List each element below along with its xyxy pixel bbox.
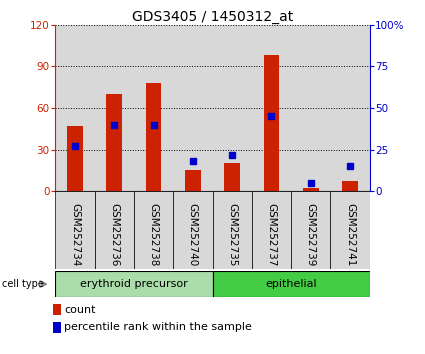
Bar — [291, 25, 330, 191]
Bar — [252, 25, 291, 191]
Bar — [55, 191, 94, 269]
Bar — [173, 25, 212, 191]
Text: GSM252741: GSM252741 — [345, 203, 355, 266]
Bar — [212, 191, 252, 269]
Text: GSM252737: GSM252737 — [266, 203, 277, 266]
Text: GSM252738: GSM252738 — [148, 203, 159, 266]
Text: erythroid precursor: erythroid precursor — [80, 279, 188, 289]
Text: GSM252736: GSM252736 — [109, 203, 119, 266]
Bar — [224, 164, 240, 191]
Bar — [134, 191, 173, 269]
Bar — [330, 25, 370, 191]
Text: cell type: cell type — [2, 279, 44, 289]
Text: percentile rank within the sample: percentile rank within the sample — [64, 322, 252, 332]
Bar — [303, 188, 319, 191]
Bar — [67, 126, 83, 191]
Bar — [106, 94, 122, 191]
Bar — [146, 83, 162, 191]
Bar — [94, 25, 134, 191]
Bar — [94, 191, 134, 269]
Bar — [264, 55, 279, 191]
Text: GSM252739: GSM252739 — [306, 203, 316, 266]
Bar — [331, 191, 370, 269]
Text: count: count — [64, 305, 96, 315]
Bar — [55, 271, 212, 297]
Bar — [252, 191, 291, 269]
Text: GSM252734: GSM252734 — [70, 203, 80, 266]
Bar — [291, 191, 331, 269]
Bar — [53, 304, 61, 315]
Text: GSM252740: GSM252740 — [188, 203, 198, 266]
Bar — [134, 25, 173, 191]
Title: GDS3405 / 1450312_at: GDS3405 / 1450312_at — [132, 10, 293, 24]
Bar — [185, 170, 201, 191]
Bar — [173, 191, 212, 269]
Bar — [342, 182, 358, 191]
Bar — [212, 271, 370, 297]
Text: GSM252735: GSM252735 — [227, 203, 237, 266]
Text: epithelial: epithelial — [265, 279, 317, 289]
Bar — [53, 322, 61, 333]
Bar — [212, 25, 252, 191]
Bar — [55, 25, 94, 191]
